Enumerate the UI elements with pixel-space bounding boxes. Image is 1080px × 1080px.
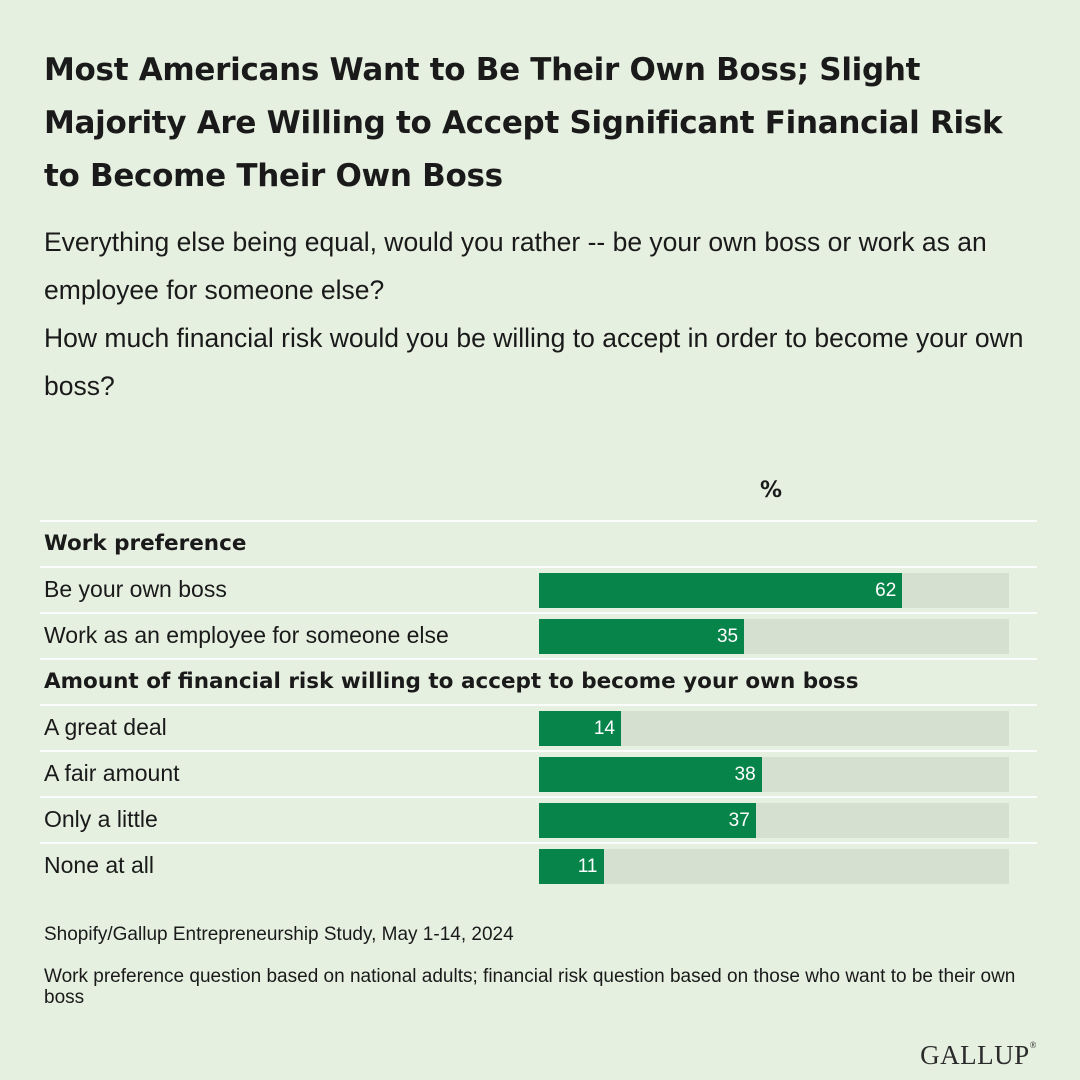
category-label: Only a little — [44, 806, 158, 832]
gallup-logo: GALLUP® — [920, 1040, 1037, 1070]
category-label: A great deal — [44, 714, 167, 740]
row-divider — [40, 704, 1037, 706]
bar-value-label: 35 — [716, 626, 739, 647]
question-work-preference: Everything else being equal, would you r… — [44, 227, 987, 305]
bar: 35 — [539, 619, 745, 654]
bar-track: 14 — [539, 711, 1009, 746]
row-divider — [40, 520, 1037, 522]
bar: 11 — [539, 849, 604, 884]
bar-track: 35 — [539, 619, 1009, 654]
group-label: Amount of financial risk willing to acce… — [44, 669, 859, 694]
row-divider — [40, 658, 1037, 660]
bar-value-label: 11 — [577, 856, 598, 877]
bar-track: 62 — [539, 573, 1009, 608]
row-divider — [40, 750, 1037, 752]
bar-track: 11 — [539, 849, 1009, 884]
bar-value-label: 14 — [593, 718, 615, 739]
source-note: Shopify/Gallup Entrepreneurship Study, M… — [44, 924, 514, 945]
category-label: None at all — [44, 852, 154, 878]
chart-subtitle: Everything else being equal, would you r… — [44, 218, 1044, 410]
row-divider — [40, 796, 1037, 798]
bar-track: 38 — [539, 757, 1009, 792]
bar-value-label: 38 — [734, 764, 756, 785]
percent-column-header: % — [760, 478, 783, 503]
category-label: Be your own boss — [44, 576, 227, 602]
bar-value-label: 62 — [875, 580, 897, 601]
category-label: Work as an employee for someone else — [44, 622, 449, 648]
chart-title: Most Americans Want to Be Their Own Boss… — [44, 52, 1003, 194]
category-label: A fair amount — [44, 760, 180, 786]
question-financial-risk: How much financial risk would you be wil… — [44, 323, 1024, 401]
bar: 38 — [539, 757, 762, 792]
group-label: Work preference — [44, 531, 247, 556]
bar: 37 — [539, 803, 756, 838]
bar: 14 — [539, 711, 621, 746]
row-divider — [40, 612, 1037, 614]
row-divider — [40, 566, 1037, 568]
row-divider — [40, 842, 1037, 844]
bar: 62 — [539, 573, 903, 608]
bar-value-label: 37 — [728, 810, 750, 831]
methodology-note: Work preference question based on nation… — [44, 966, 1016, 1008]
bar-track: 37 — [539, 803, 1009, 838]
